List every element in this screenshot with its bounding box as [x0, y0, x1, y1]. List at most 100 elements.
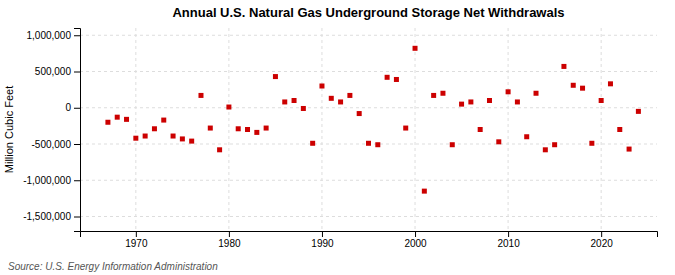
y-tick: -500,000 — [32, 139, 80, 150]
x-axis: 1970 1980 1990 2000 2010 2020 — [81, 231, 658, 249]
point — [440, 91, 445, 96]
point — [124, 117, 129, 122]
point — [301, 106, 306, 111]
point — [347, 93, 352, 98]
point — [571, 83, 576, 88]
source-note: Source: U.S. Energy Information Administ… — [8, 261, 218, 272]
point — [524, 134, 529, 139]
point — [198, 93, 203, 98]
chart-container: 1970 1980 1990 2000 2010 2020 -1,500,000 -1,000… — [0, 0, 675, 275]
y-tick-mark — [74, 144, 80, 145]
point — [152, 126, 157, 131]
point — [208, 126, 213, 131]
y-grid-line — [80, 216, 657, 217]
y-tick-mark — [74, 72, 80, 73]
x-tick-mark — [136, 231, 137, 237]
x-grid-line — [321, 28, 322, 231]
y-grid-line — [80, 35, 657, 36]
point — [589, 141, 594, 146]
point — [413, 46, 418, 51]
x-tick: 2020 — [591, 231, 614, 249]
point — [282, 99, 287, 104]
y-axis: -1,500,000 -1,000,000 -500,000 0 500,000 1,00… — [23, 29, 80, 232]
x-grid-line — [135, 28, 136, 231]
y-tick: 1,000,000 — [27, 30, 81, 41]
x-tick-mark — [601, 231, 602, 237]
point — [338, 99, 343, 104]
x-tick-label: 1980 — [218, 238, 241, 249]
x-tick-label: 2020 — [591, 238, 614, 249]
point — [245, 127, 250, 132]
point — [580, 86, 585, 91]
x-grid-line — [508, 28, 509, 231]
point — [105, 120, 110, 125]
x-tick-label: 1970 — [125, 238, 148, 249]
x-tick-label: 2010 — [497, 238, 520, 249]
point — [133, 136, 138, 141]
point — [459, 102, 464, 107]
title: Annual U.S. Natural Gas Underground Stor… — [172, 5, 564, 20]
x-tick-label: 2000 — [404, 238, 427, 249]
point — [310, 141, 315, 146]
x-grid-line — [228, 28, 229, 231]
point — [478, 127, 483, 132]
y-tick-mark — [74, 180, 80, 181]
plot-area: 1970 1980 1990 2000 2010 2020 -1,500,000 -1,000… — [23, 28, 657, 249]
y-tick-mark — [74, 108, 80, 109]
y-tick-label: -500,000 — [32, 139, 72, 150]
chart-svg: 1970 1980 1990 2000 2010 2020 -1,500,000 -1,000… — [0, 0, 675, 275]
y-tick-mark — [74, 217, 80, 218]
x-tick-mark — [508, 231, 509, 237]
point — [226, 105, 231, 110]
point — [161, 118, 166, 123]
point — [366, 141, 371, 146]
point — [394, 77, 399, 82]
point — [636, 109, 641, 114]
x-tick-label: 1990 — [311, 238, 334, 249]
point — [171, 134, 176, 139]
point — [468, 99, 473, 104]
point — [599, 98, 604, 103]
point — [292, 98, 297, 103]
y-tick-label: 0 — [65, 102, 71, 113]
point — [515, 99, 520, 104]
point — [385, 75, 390, 80]
y-grid-line — [80, 107, 657, 108]
x-tick: 1970 — [125, 231, 148, 249]
point — [189, 139, 194, 144]
x-tick-mark — [415, 231, 416, 237]
point — [561, 64, 566, 69]
point — [329, 96, 334, 101]
x-tick: 2010 — [497, 231, 520, 249]
point — [617, 127, 622, 132]
point — [608, 81, 613, 86]
point — [627, 147, 632, 152]
x-tick: 1990 — [311, 231, 334, 249]
x-grid-line — [601, 28, 602, 231]
y-grid-line — [80, 180, 657, 181]
point — [217, 147, 222, 152]
x-tick-mark — [322, 231, 323, 237]
point — [431, 93, 436, 98]
y-tick: 0 — [65, 102, 80, 113]
point — [534, 91, 539, 96]
y-grid-line — [80, 71, 657, 72]
x-tick: 1980 — [218, 231, 241, 249]
point — [254, 130, 259, 135]
point — [403, 126, 408, 131]
point — [180, 136, 185, 141]
x-tick-mark — [229, 231, 230, 237]
y-tick-label: -1,000,000 — [23, 175, 71, 186]
point — [552, 142, 557, 147]
point — [375, 142, 380, 147]
point — [357, 111, 362, 116]
y-tick-label: -1,500,000 — [23, 211, 71, 222]
point — [264, 126, 269, 131]
point — [422, 189, 427, 194]
y-tick-label: 500,000 — [35, 66, 72, 77]
y-tick-label: 1,000,000 — [27, 30, 72, 41]
point — [543, 147, 548, 152]
point — [273, 74, 278, 79]
point — [506, 89, 511, 94]
point — [450, 142, 455, 147]
